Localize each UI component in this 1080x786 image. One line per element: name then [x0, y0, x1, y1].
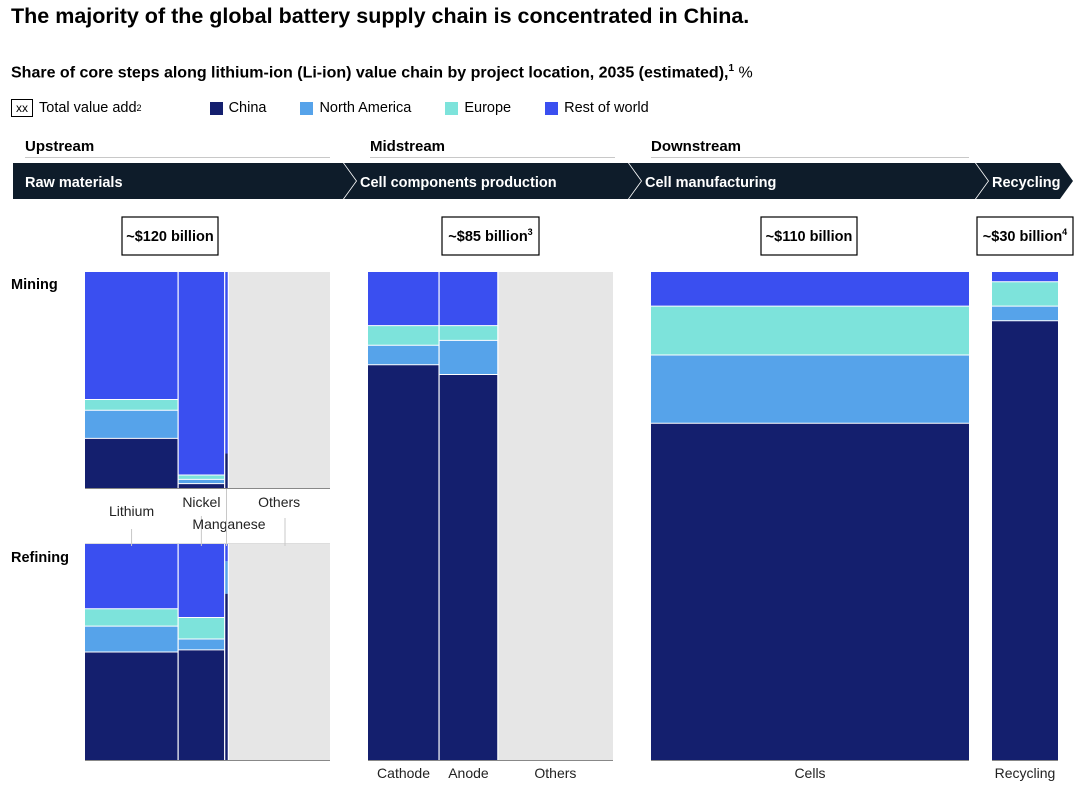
legend: xx Total value add 2 China North America … — [11, 99, 649, 117]
legend-item-north-america: North America — [300, 100, 411, 116]
total-box-3 — [760, 216, 858, 256]
cell-components-production-category-label-anode: Anode — [448, 765, 489, 781]
cell-manufacturing-cells-europe-segment — [651, 306, 969, 355]
subtitle-footnote: 1 — [728, 63, 735, 74]
mining-lithium-china-segment — [85, 438, 179, 488]
cell-components-production-cathode-china-segment — [368, 364, 440, 760]
cell-components-production-others-bar — [497, 272, 613, 760]
chevron-label-recycling: Recycling — [992, 175, 1061, 191]
raw-category-label-manganese: Manganese — [192, 516, 265, 532]
cell-components-production-anode-china-segment — [439, 374, 498, 760]
mining-lithium-north-america-segment — [85, 410, 179, 439]
legend-label-china: China — [228, 100, 267, 116]
chart-title: The majority of the global battery suppl… — [11, 4, 750, 28]
total-footnote-2: 3 — [528, 227, 533, 237]
legend-item-rest-of-world: Rest of world — [545, 100, 649, 116]
legend-total-label: Total value add — [39, 100, 137, 116]
raw-category-label-lithium: Lithium — [109, 503, 154, 519]
legend-label-europe: Europe — [464, 100, 512, 116]
chevron-label-raw-materials: Raw materials — [25, 175, 123, 191]
mining-manganese-china-segment — [224, 453, 229, 488]
refining-nickel-china-segment — [178, 649, 225, 760]
cell-manufacturing-cells-north-america-segment — [651, 354, 969, 424]
total-label-1: ~$120 billion — [126, 229, 213, 245]
cell-components-production-anode-rest-of-world-segment — [439, 272, 498, 326]
mining-nickel-north-america-segment — [178, 479, 225, 484]
cell-components-production-category-label-cathode: Cathode — [377, 765, 430, 781]
legend-item-europe: Europe — [445, 100, 511, 116]
total-box-4 — [976, 216, 1074, 256]
refining-lithium-rest-of-world-segment — [85, 544, 179, 609]
legend-total-box: xx — [11, 99, 33, 117]
legend-total-footnote: 2 — [136, 103, 142, 113]
raw-category-label-nickel: Nickel — [182, 494, 220, 510]
row-label-mining: Mining — [11, 277, 58, 293]
refining-others-bar — [228, 544, 330, 760]
cell-manufacturing-category-label-cells: Cells — [794, 765, 825, 781]
recycling-recycling-rest-of-world-segment — [992, 272, 1058, 282]
chart-subtitle: Share of core steps along lithium-ion (L… — [11, 63, 753, 82]
legend-swatch-rest-of-world — [545, 101, 559, 115]
mining-nickel-europe-segment — [178, 475, 225, 480]
mining-nickel-china-segment — [178, 483, 225, 488]
mining-lithium-rest-of-world-segment — [85, 272, 179, 400]
legend-swatch-china — [209, 101, 223, 115]
cell-components-production-cathode-north-america-segment — [368, 345, 440, 365]
cell-manufacturing-cells-rest-of-world-segment — [651, 272, 969, 307]
refining-nickel-europe-segment — [178, 617, 225, 640]
stage-upstream: Upstream — [25, 138, 330, 158]
refining-lithium-north-america-segment — [85, 626, 179, 652]
refining-manganese-rest-of-world-segment — [224, 544, 229, 562]
recycling-category-label-recycling: Recycling — [995, 765, 1056, 781]
chevron-cell-manufacturing — [629, 163, 988, 199]
legend-item-china: China — [209, 100, 267, 116]
refining-nickel-rest-of-world-segment — [178, 544, 225, 618]
cell-components-production-anode-north-america-segment — [439, 340, 498, 375]
refining-nickel-north-america-segment — [178, 639, 225, 650]
recycling-recycling-europe-segment — [992, 281, 1058, 307]
refining-lithium-europe-segment — [85, 608, 179, 627]
legend-swatch-north-america — [300, 101, 314, 115]
recycling-recycling-china-segment — [992, 320, 1058, 760]
total-label-4: ~$30 billion4 — [983, 227, 1067, 245]
mining-lithium-europe-segment — [85, 399, 179, 411]
total-box-2 — [441, 216, 540, 256]
refining-manganese-china-segment — [224, 593, 229, 760]
legend-label-rest-of-world: Rest of world — [564, 100, 649, 116]
total-box-1 — [121, 216, 219, 256]
chevron-cell-components-production — [344, 163, 641, 199]
chevron-label-cell-manufacturing: Cell manufacturing — [645, 175, 776, 191]
subtitle-text: Share of core steps along lithium-ion (L… — [11, 64, 729, 82]
chevron-raw-materials — [13, 163, 356, 199]
recycling-recycling-north-america-segment — [992, 306, 1058, 321]
cell-manufacturing-cells-china-segment — [651, 423, 969, 760]
total-label-2: ~$85 billion3 — [448, 227, 532, 245]
refining-lithium-china-segment — [85, 652, 179, 760]
cell-components-production-anode-europe-segment — [439, 325, 498, 341]
total-footnote-4: 4 — [1062, 227, 1067, 237]
raw-category-label-others: Others — [258, 494, 300, 510]
legend-label-north-america: North America — [319, 100, 412, 116]
cell-components-production-cathode-europe-segment — [368, 325, 440, 346]
stage-midstream: Midstream — [370, 138, 615, 158]
row-label-refining: Refining — [11, 550, 69, 566]
chevron-label-cell-components-production: Cell components production — [360, 175, 557, 191]
refining-manganese-north-america-segment — [224, 561, 229, 594]
cell-components-production-cathode-rest-of-world-segment — [368, 272, 440, 326]
subtitle-unit: % — [738, 64, 753, 82]
mining-nickel-rest-of-world-segment — [178, 272, 225, 476]
mining-others-bar — [228, 272, 330, 488]
legend-swatch-europe — [445, 101, 459, 115]
total-label-3: ~$110 billion — [766, 229, 853, 245]
chevron-recycling — [976, 163, 1073, 199]
stage-downstream: Downstream — [651, 138, 969, 158]
mining-manganese-rest-of-world-segment — [224, 272, 229, 454]
cell-components-production-category-label-others: Others — [534, 765, 576, 781]
